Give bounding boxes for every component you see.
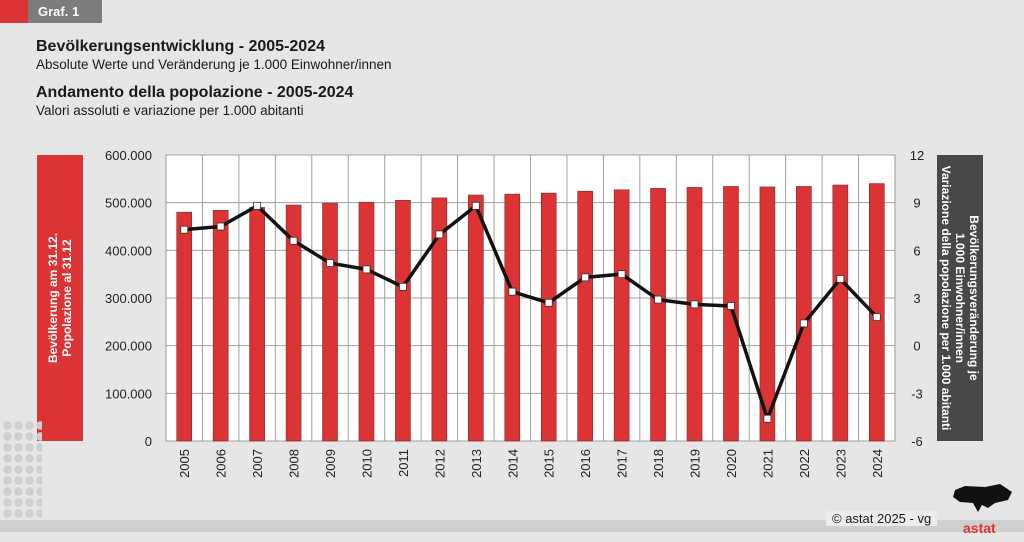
line-point-2023 <box>836 275 845 283</box>
x-tick-label: 2019 <box>688 449 703 478</box>
line-point-2012 <box>435 230 444 239</box>
figure-tag: Graf. 1 <box>28 0 102 23</box>
left-tick-label: 100.000 <box>105 386 152 401</box>
line-point-2011 <box>399 282 407 291</box>
line-point-2010 <box>362 265 371 274</box>
bar-2005 <box>176 211 193 442</box>
x-tick-label: 2015 <box>542 449 557 478</box>
bar-2017 <box>613 189 630 442</box>
bar-2006 <box>212 209 229 442</box>
decorative-dots <box>2 420 42 520</box>
x-tick-label: 2009 <box>323 449 338 478</box>
line-point-2015 <box>544 298 553 307</box>
bar-2007 <box>249 207 265 442</box>
tag-accent <box>0 0 28 23</box>
left-tick-label: 300.000 <box>105 291 152 306</box>
right-tick-label: 0 <box>913 339 920 354</box>
bar-2012 <box>431 197 448 442</box>
copyright: © astat 2025 - vg <box>826 511 938 526</box>
x-tick-label: 2012 <box>432 449 447 478</box>
bar-2011 <box>395 199 411 442</box>
line-point-2019 <box>690 300 699 309</box>
line-point-2007 <box>253 201 262 210</box>
x-tick-label: 2020 <box>724 449 739 478</box>
x-tick-label: 2018 <box>651 449 666 478</box>
subtitle-de: Absolute Werte und Veränderung je 1.000 … <box>36 57 392 72</box>
x-tick-label: 2008 <box>287 449 302 478</box>
change-line <box>184 204 879 421</box>
bar-2010 <box>358 201 375 442</box>
x-tick-label: 2022 <box>797 449 812 478</box>
astat-logo: astat <box>963 520 996 536</box>
x-tick-label: 2005 <box>177 449 192 478</box>
x-tick-label: 2011 <box>396 449 411 477</box>
bar-2019 <box>686 187 703 442</box>
line-point-2022 <box>799 319 808 328</box>
line-point-2005 <box>180 225 189 234</box>
right-tick-label: 3 <box>913 291 920 306</box>
left-tick-label: 0 <box>145 434 152 449</box>
title-it: Andamento della popolazione - 2005-2024 <box>36 84 354 101</box>
left-tick-label: 200.000 <box>105 339 152 354</box>
x-tick-label: 2013 <box>469 449 484 478</box>
right-tick-label: -3 <box>911 386 923 401</box>
line-point-2009 <box>326 259 334 267</box>
line-point-2014 <box>508 287 517 296</box>
line-point-2008 <box>289 236 298 245</box>
x-tick-label: 2017 <box>615 449 630 478</box>
right-tick-label: 9 <box>913 196 920 211</box>
line-point-2020 <box>727 302 735 310</box>
x-tick-label: 2021 <box>760 449 775 478</box>
line-point-2021 <box>763 414 772 423</box>
x-tick-label: 2010 <box>359 449 374 478</box>
bar-2014 <box>504 193 521 442</box>
line-point-2018 <box>654 295 662 304</box>
x-tick-label: 2023 <box>833 449 848 478</box>
x-tick-label: 2014 <box>505 449 520 478</box>
x-tick-label: 2007 <box>250 449 265 478</box>
bar-2021 <box>759 186 776 442</box>
left-tick-label: 500.000 <box>105 196 152 211</box>
title-de: Bevölkerungsentwicklung - 2005-2024 <box>36 38 325 55</box>
bar-2013 <box>468 194 484 442</box>
bar-2022 <box>796 186 812 442</box>
bar-2015 <box>540 192 557 442</box>
right-tick-label: 12 <box>910 148 924 163</box>
bar-2009 <box>322 202 338 442</box>
bar-2016 <box>577 190 593 442</box>
line-point-2016 <box>581 273 590 282</box>
bar-2024 <box>868 183 885 442</box>
left-tick-label: 600.000 <box>105 148 152 163</box>
x-tick-label: 2024 <box>870 449 885 478</box>
footer-strip <box>0 520 1024 532</box>
x-tick-label: 2006 <box>214 449 229 478</box>
right-tick-label: -6 <box>911 434 923 449</box>
bar-2008 <box>285 204 302 442</box>
line-point-2024 <box>872 313 881 321</box>
right-tick-label: 6 <box>913 243 920 258</box>
bar-2018 <box>650 188 666 442</box>
line-point-2006 <box>216 222 225 231</box>
left-tick-label: 400.000 <box>105 243 152 258</box>
subtitle-it: Valori assoluti e variazione per 1.000 a… <box>36 103 304 118</box>
line-point-2017 <box>617 270 626 279</box>
bar-2020 <box>723 186 739 442</box>
right-axis-label: Bevölkerungsveränderung je 1.000 Einwohn… <box>937 155 983 441</box>
line-point-2013 <box>471 201 480 210</box>
left-axis-label: Bevölkerung am 31.12. Popolazione al 31.… <box>37 155 83 441</box>
x-tick-label: 2016 <box>578 449 593 478</box>
bar-2023 <box>832 184 849 442</box>
